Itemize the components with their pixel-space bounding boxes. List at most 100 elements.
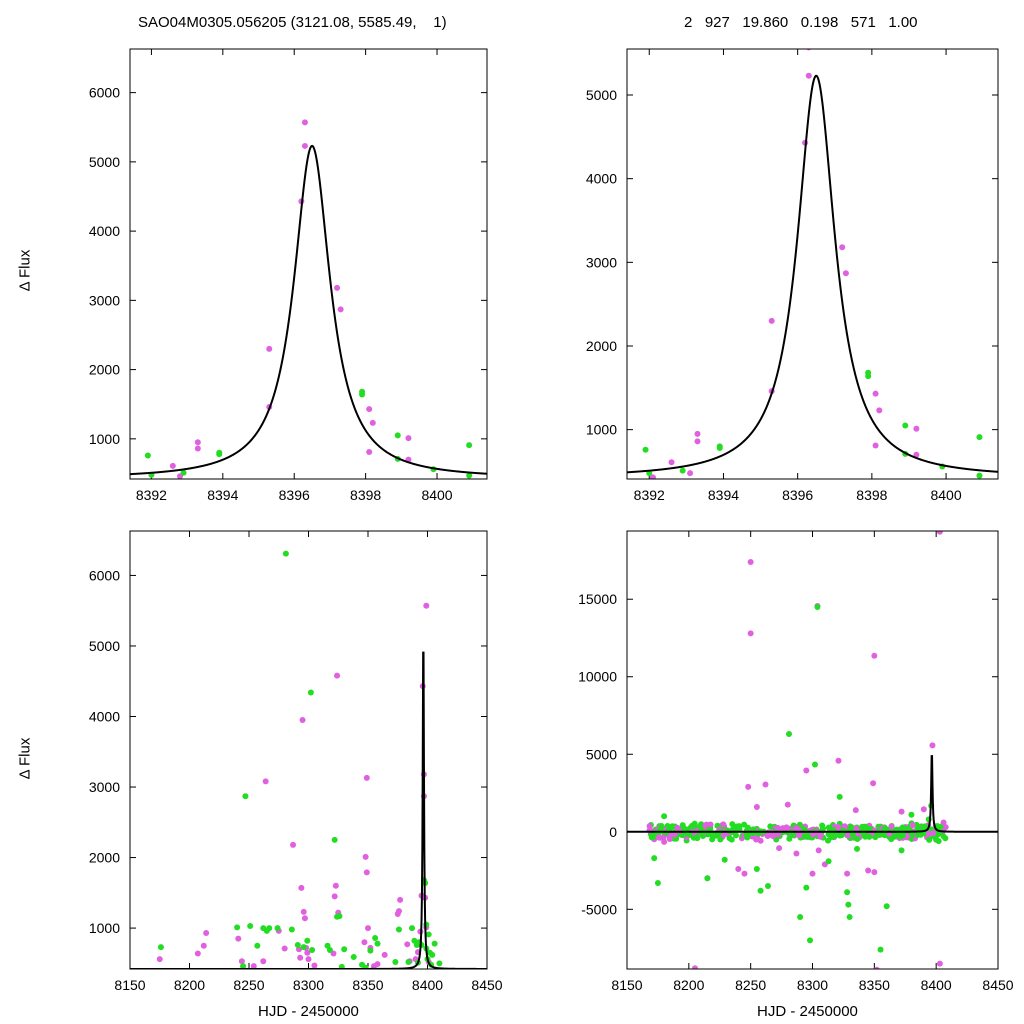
y-tick-label: 4000 <box>586 171 617 187</box>
x-tick-label: 8300 <box>293 977 324 993</box>
data-point <box>369 419 376 426</box>
data-point <box>835 757 842 764</box>
x-tick-label: 8450 <box>471 977 502 993</box>
x-tick-label: 8394 <box>708 487 739 503</box>
x-tick-label: 8200 <box>673 977 704 993</box>
data-point <box>331 893 338 900</box>
x-axis-label-bottom-right: HJD - 2450000 <box>757 1003 858 1020</box>
model-curve <box>130 144 487 476</box>
data-point <box>849 831 856 838</box>
data-point <box>844 832 851 839</box>
data-point <box>341 946 348 953</box>
data-point <box>234 924 241 931</box>
x-tick-label: 8300 <box>797 977 828 993</box>
data-point <box>311 962 318 969</box>
y-tick-label: 4000 <box>89 708 120 724</box>
data-point <box>853 825 860 832</box>
data-point <box>281 945 288 952</box>
data-point <box>697 823 704 830</box>
data-point <box>704 875 711 882</box>
plot-frame <box>626 48 999 480</box>
plot-frame <box>129 530 488 970</box>
data-point <box>642 446 649 453</box>
data-point <box>913 451 920 458</box>
data-point <box>825 858 832 865</box>
data-point <box>666 836 673 843</box>
data-point <box>898 847 905 854</box>
data-point <box>698 829 705 836</box>
y-tick-label: 2000 <box>89 850 120 866</box>
x-tick-label: 8400 <box>412 977 443 993</box>
data-point <box>200 942 207 949</box>
data-point <box>929 742 936 749</box>
data-point <box>334 672 341 679</box>
data-point <box>836 832 843 839</box>
data-point <box>925 830 932 837</box>
y-tick-label: 3000 <box>89 779 120 795</box>
data-point <box>776 845 783 852</box>
y-tick-label: 5000 <box>89 154 120 170</box>
data-point <box>655 834 662 841</box>
data-point <box>350 954 357 961</box>
panel-tl: 8392 8394 8396 8398 8400 1000 2000 3000 4000 5000… <box>89 48 488 503</box>
y-tick-label: 5000 <box>586 87 617 103</box>
data-point <box>797 914 804 921</box>
data-point <box>935 838 942 845</box>
plot-frame <box>129 48 488 480</box>
data-point <box>235 935 242 942</box>
data-point <box>741 870 748 877</box>
data-point <box>194 439 201 446</box>
data-point <box>807 937 814 944</box>
data-point <box>891 833 898 840</box>
data-point <box>786 835 793 842</box>
data-point <box>394 432 401 439</box>
data-point <box>844 870 851 877</box>
data-point <box>936 960 943 967</box>
data-point <box>405 958 412 965</box>
data-point <box>809 870 816 877</box>
x-tick-label: 8200 <box>174 977 205 993</box>
y-tick-label: 1000 <box>89 920 120 936</box>
data-point <box>854 835 861 842</box>
data-point <box>304 937 311 944</box>
data-point <box>870 780 877 787</box>
data-point <box>282 550 289 557</box>
data-point <box>658 822 665 829</box>
y-tick-label: 0 <box>609 824 617 840</box>
data-point <box>729 821 736 828</box>
data-point <box>888 823 895 830</box>
data-point <box>835 823 842 830</box>
plot-frame <box>626 530 999 970</box>
data-point <box>436 960 443 967</box>
data-point <box>651 855 658 862</box>
data-point <box>300 944 307 951</box>
data-point <box>716 445 723 452</box>
x-tick-label: 8400 <box>921 977 952 993</box>
x-tick-label: 8350 <box>352 977 383 993</box>
panel-tr: 8392 8394 8396 8398 8400 1000 2000 3000 4000 5000 <box>586 48 999 503</box>
data-point <box>836 793 843 800</box>
x-tick-label: 8396 <box>782 487 813 503</box>
data-point <box>902 422 909 429</box>
data-point <box>736 824 743 831</box>
y-tick-label: 5000 <box>586 746 617 762</box>
y-tick-label: 2000 <box>89 362 120 378</box>
data-point <box>363 774 370 781</box>
data-point <box>405 435 412 442</box>
data-point <box>372 934 379 941</box>
data-point <box>397 896 404 903</box>
data-point <box>733 832 740 839</box>
x-tick-label: 8398 <box>856 487 887 503</box>
data-point <box>374 961 381 968</box>
y-tick-label: 2000 <box>586 338 617 354</box>
data-point <box>753 803 760 810</box>
data-point <box>824 837 831 844</box>
panel-bl: 8150 8200 8250 8300 8350 8400 8450 1000 2000 3000… <box>89 530 503 993</box>
data-point <box>779 825 786 832</box>
data-point <box>914 831 921 838</box>
x-tick-label: 8150 <box>114 977 145 993</box>
data-point <box>297 954 304 961</box>
data-point <box>679 467 686 474</box>
data-point <box>332 882 339 889</box>
